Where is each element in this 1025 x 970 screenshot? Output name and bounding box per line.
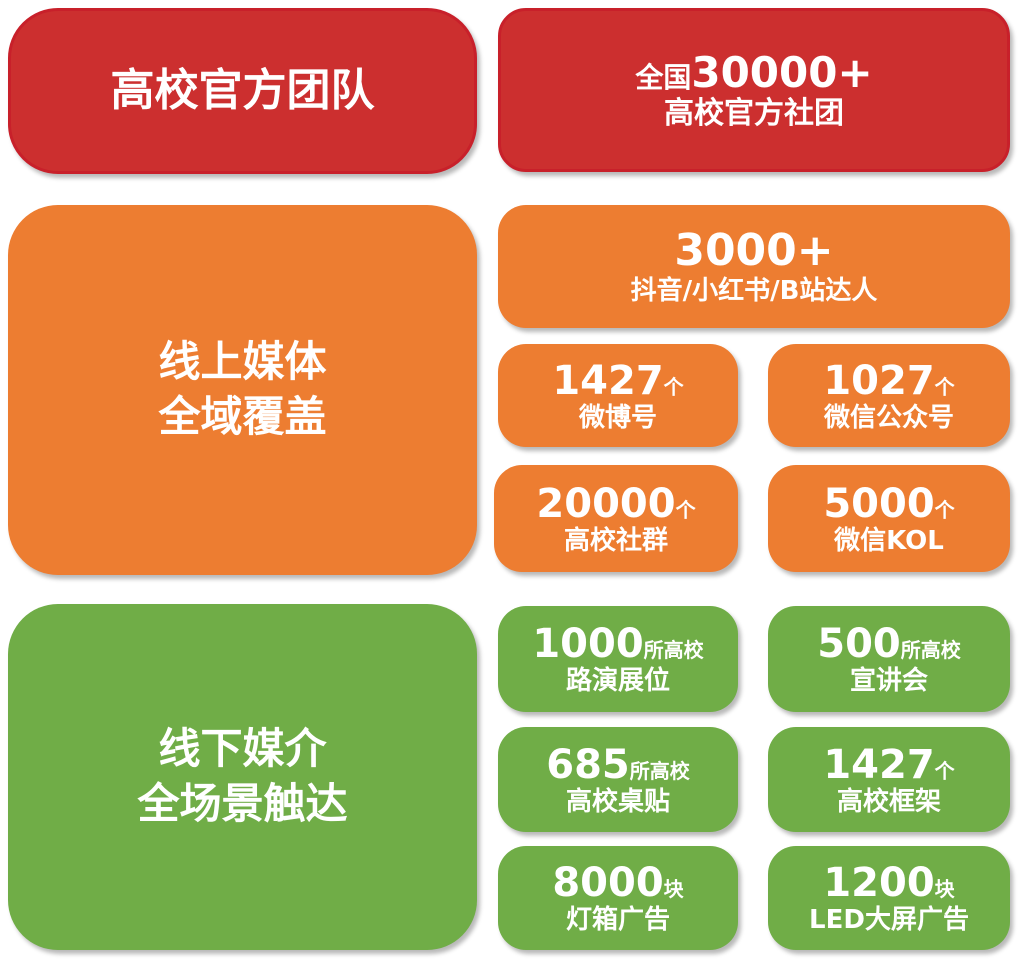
team-stat-card: 全国30000+ 高校官方社团 — [498, 8, 1010, 172]
online-wide-number: 3000+ — [674, 225, 834, 277]
stat-unit: 个 — [934, 758, 955, 783]
offline-stat-card: 8000块灯箱广告 — [498, 846, 738, 950]
stat-label: 高校框架 — [836, 786, 941, 817]
stat-unit: 个 — [934, 497, 955, 522]
offline-stat-card: 500所高校宣讲会 — [768, 606, 1010, 712]
online-title-line2: 全域覆盖 — [158, 392, 327, 441]
online-stat-card: 20000个 高校社群 — [494, 465, 738, 572]
team-stat-number: 30000+ — [691, 47, 873, 97]
team-stat-prefix: 全国 — [635, 60, 692, 94]
stat-label: 路演展位 — [565, 666, 670, 697]
offline-title-line1: 线下媒介 — [158, 724, 327, 774]
stat-unit: 所高校 — [643, 638, 704, 663]
offline-stat-card: 1427个高校框架 — [768, 727, 1010, 832]
stat-number: 1427 — [552, 357, 664, 404]
stat-unit: 个 — [663, 374, 684, 399]
offline-stat-card: 685所高校高校桌贴 — [498, 727, 738, 832]
stat-label: 宣讲会 — [849, 666, 928, 697]
stat-number: 5000 — [823, 480, 935, 527]
online-stat-card: 1027个微信公众号 — [768, 344, 1010, 447]
online-title-line1: 线上媒体 — [158, 337, 327, 387]
stat-label: 高校社群 — [563, 525, 668, 556]
online-wide-card: 3000+ 抖音/小红书/B站达人 — [498, 205, 1010, 328]
offline-stat-card: 1000所高校路演展位 — [498, 606, 738, 712]
stat-unit: 所高校 — [629, 758, 690, 783]
stat-label: 微信公众号 — [823, 402, 954, 433]
offline-stat-card: 1200块 LED大屏广告 — [768, 846, 1010, 950]
stat-label: 高校桌贴 — [565, 786, 670, 817]
online-title-card: 线上媒体 全域覆盖 — [8, 205, 477, 575]
team-stat-label: 高校官方社团 — [664, 95, 844, 131]
stat-number: 1027 — [823, 357, 935, 404]
stat-unit: 个 — [934, 374, 955, 399]
stat-unit: 块 — [934, 877, 955, 902]
stat-unit: 个 — [675, 497, 696, 522]
stat-number: 1200 — [823, 860, 935, 907]
stat-number: 1000 — [532, 621, 644, 668]
stat-number: 1427 — [823, 741, 935, 788]
stat-number: 685 — [546, 741, 630, 788]
stat-label: 灯箱广告 — [565, 905, 670, 936]
team-title: 高校官方团队 — [110, 65, 375, 117]
stat-unit: 所高校 — [900, 638, 961, 663]
online-stat-card: 5000个微信KOL — [768, 465, 1010, 572]
offline-title-line2: 全场景触达 — [137, 779, 348, 828]
online-wide-label: 抖音/小红书/B站达人 — [630, 275, 878, 306]
team-title-card: 高校官方团队 — [8, 8, 477, 174]
stat-number: 20000 — [536, 480, 676, 527]
stat-label: 微博号 — [578, 402, 657, 433]
stat-number: 8000 — [552, 860, 664, 907]
offline-title-card: 线下媒介 全场景触达 — [8, 604, 477, 950]
stat-unit: 块 — [663, 877, 684, 902]
online-stat-card: 1427个 微博号 — [498, 344, 738, 447]
stat-number: 500 — [817, 621, 901, 668]
stat-label: 微信KOL — [834, 525, 944, 556]
stat-label: LED大屏广告 — [809, 905, 969, 936]
